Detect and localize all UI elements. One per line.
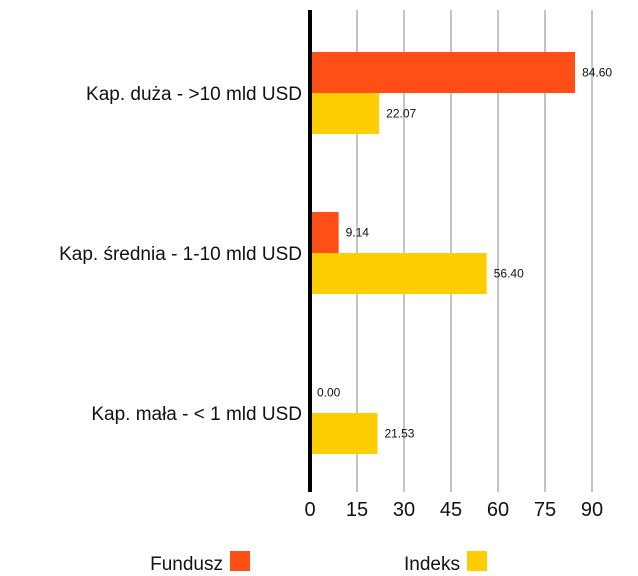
data-label: 21.53 [384,427,414,441]
data-label: 84.60 [582,66,612,80]
bars [310,52,576,454]
legend-label-indeks: Indeks [404,554,460,575]
x-tick-label: 15 [346,499,368,521]
bar-indeks [310,93,380,134]
data-labels: 84.60 22.07 9.14 56.40 0.00 21.53 [317,66,612,441]
x-tick-label: 75 [534,499,556,521]
bar-indeks [310,413,378,454]
legend-label-fundusz: Fundusz [150,554,223,575]
x-tick-label: 60 [487,499,509,521]
data-label: 56.40 [494,267,524,281]
x-tick-label: 0 [304,499,315,521]
bar-indeks [310,253,487,294]
bar-fundusz [310,212,339,253]
bar-fundusz [310,52,576,93]
data-label: 9.14 [346,226,370,240]
category-label: Kap. średnia - 1-10 mld USD [59,244,302,265]
x-tick-label: 45 [440,499,462,521]
data-label: 0.00 [317,386,341,400]
category-labels: Kap. duża - >10 mld USD Kap. średnia - 1-… [59,84,302,425]
category-label: Kap. mała - < 1 mld USD [91,404,302,425]
data-label: 22.07 [386,107,416,121]
x-tick-label: 90 [581,499,603,521]
legend-swatch-fundusz [230,551,250,571]
x-tick-label: 30 [393,499,415,521]
x-tick-labels: 0 15 30 45 60 75 90 [304,499,603,521]
category-label: Kap. duża - >10 mld USD [86,84,302,105]
legend: Fundusz Indeks [150,551,487,575]
legend-swatch-indeks [467,551,487,571]
